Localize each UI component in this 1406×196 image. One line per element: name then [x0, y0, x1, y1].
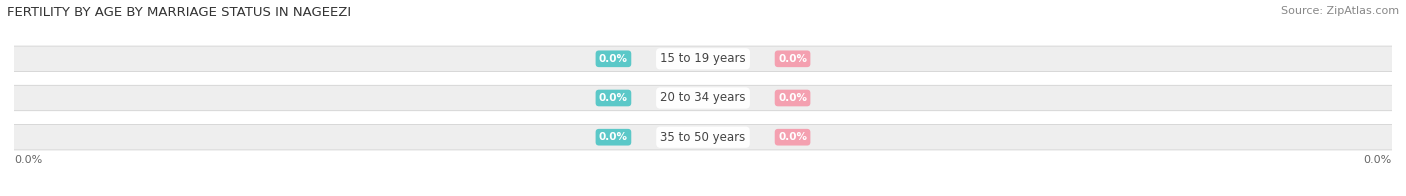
Text: 0.0%: 0.0% [599, 93, 628, 103]
Text: 0.0%: 0.0% [1364, 155, 1392, 165]
Text: 0.0%: 0.0% [778, 54, 807, 64]
Text: 0.0%: 0.0% [778, 132, 807, 142]
Text: 20 to 34 years: 20 to 34 years [661, 92, 745, 104]
Text: Source: ZipAtlas.com: Source: ZipAtlas.com [1281, 6, 1399, 16]
FancyBboxPatch shape [4, 85, 1402, 111]
Text: FERTILITY BY AGE BY MARRIAGE STATUS IN NAGEEZI: FERTILITY BY AGE BY MARRIAGE STATUS IN N… [7, 6, 351, 19]
Text: 0.0%: 0.0% [778, 93, 807, 103]
Text: 0.0%: 0.0% [599, 54, 628, 64]
Text: 15 to 19 years: 15 to 19 years [661, 52, 745, 65]
Text: 0.0%: 0.0% [14, 155, 42, 165]
FancyBboxPatch shape [4, 46, 1402, 72]
Text: 0.0%: 0.0% [599, 132, 628, 142]
FancyBboxPatch shape [4, 124, 1402, 150]
Text: 35 to 50 years: 35 to 50 years [661, 131, 745, 144]
